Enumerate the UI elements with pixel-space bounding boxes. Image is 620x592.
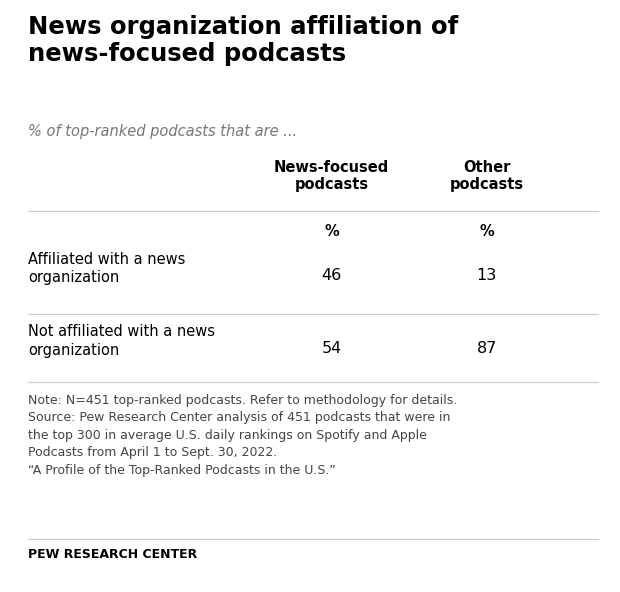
Text: 13: 13 bbox=[477, 268, 497, 283]
Text: %: % bbox=[324, 224, 339, 239]
Text: News organization affiliation of
news-focused podcasts: News organization affiliation of news-fo… bbox=[28, 15, 458, 66]
Text: PEW RESEARCH CENTER: PEW RESEARCH CENTER bbox=[28, 548, 197, 561]
Text: Note: N=451 top-ranked podcasts. Refer to methodology for details.
Source: Pew R: Note: N=451 top-ranked podcasts. Refer t… bbox=[28, 394, 457, 477]
Text: News-focused
podcasts: News-focused podcasts bbox=[274, 160, 389, 192]
Text: 54: 54 bbox=[322, 341, 342, 356]
Text: Not affiliated with a news
organization: Not affiliated with a news organization bbox=[28, 324, 215, 358]
Text: %: % bbox=[479, 224, 494, 239]
Text: Other
podcasts: Other podcasts bbox=[450, 160, 524, 192]
Text: 87: 87 bbox=[477, 341, 497, 356]
Text: 46: 46 bbox=[322, 268, 342, 283]
Text: Affiliated with a news
organization: Affiliated with a news organization bbox=[28, 252, 185, 285]
Text: % of top-ranked podcasts that are ...: % of top-ranked podcasts that are ... bbox=[28, 124, 297, 139]
